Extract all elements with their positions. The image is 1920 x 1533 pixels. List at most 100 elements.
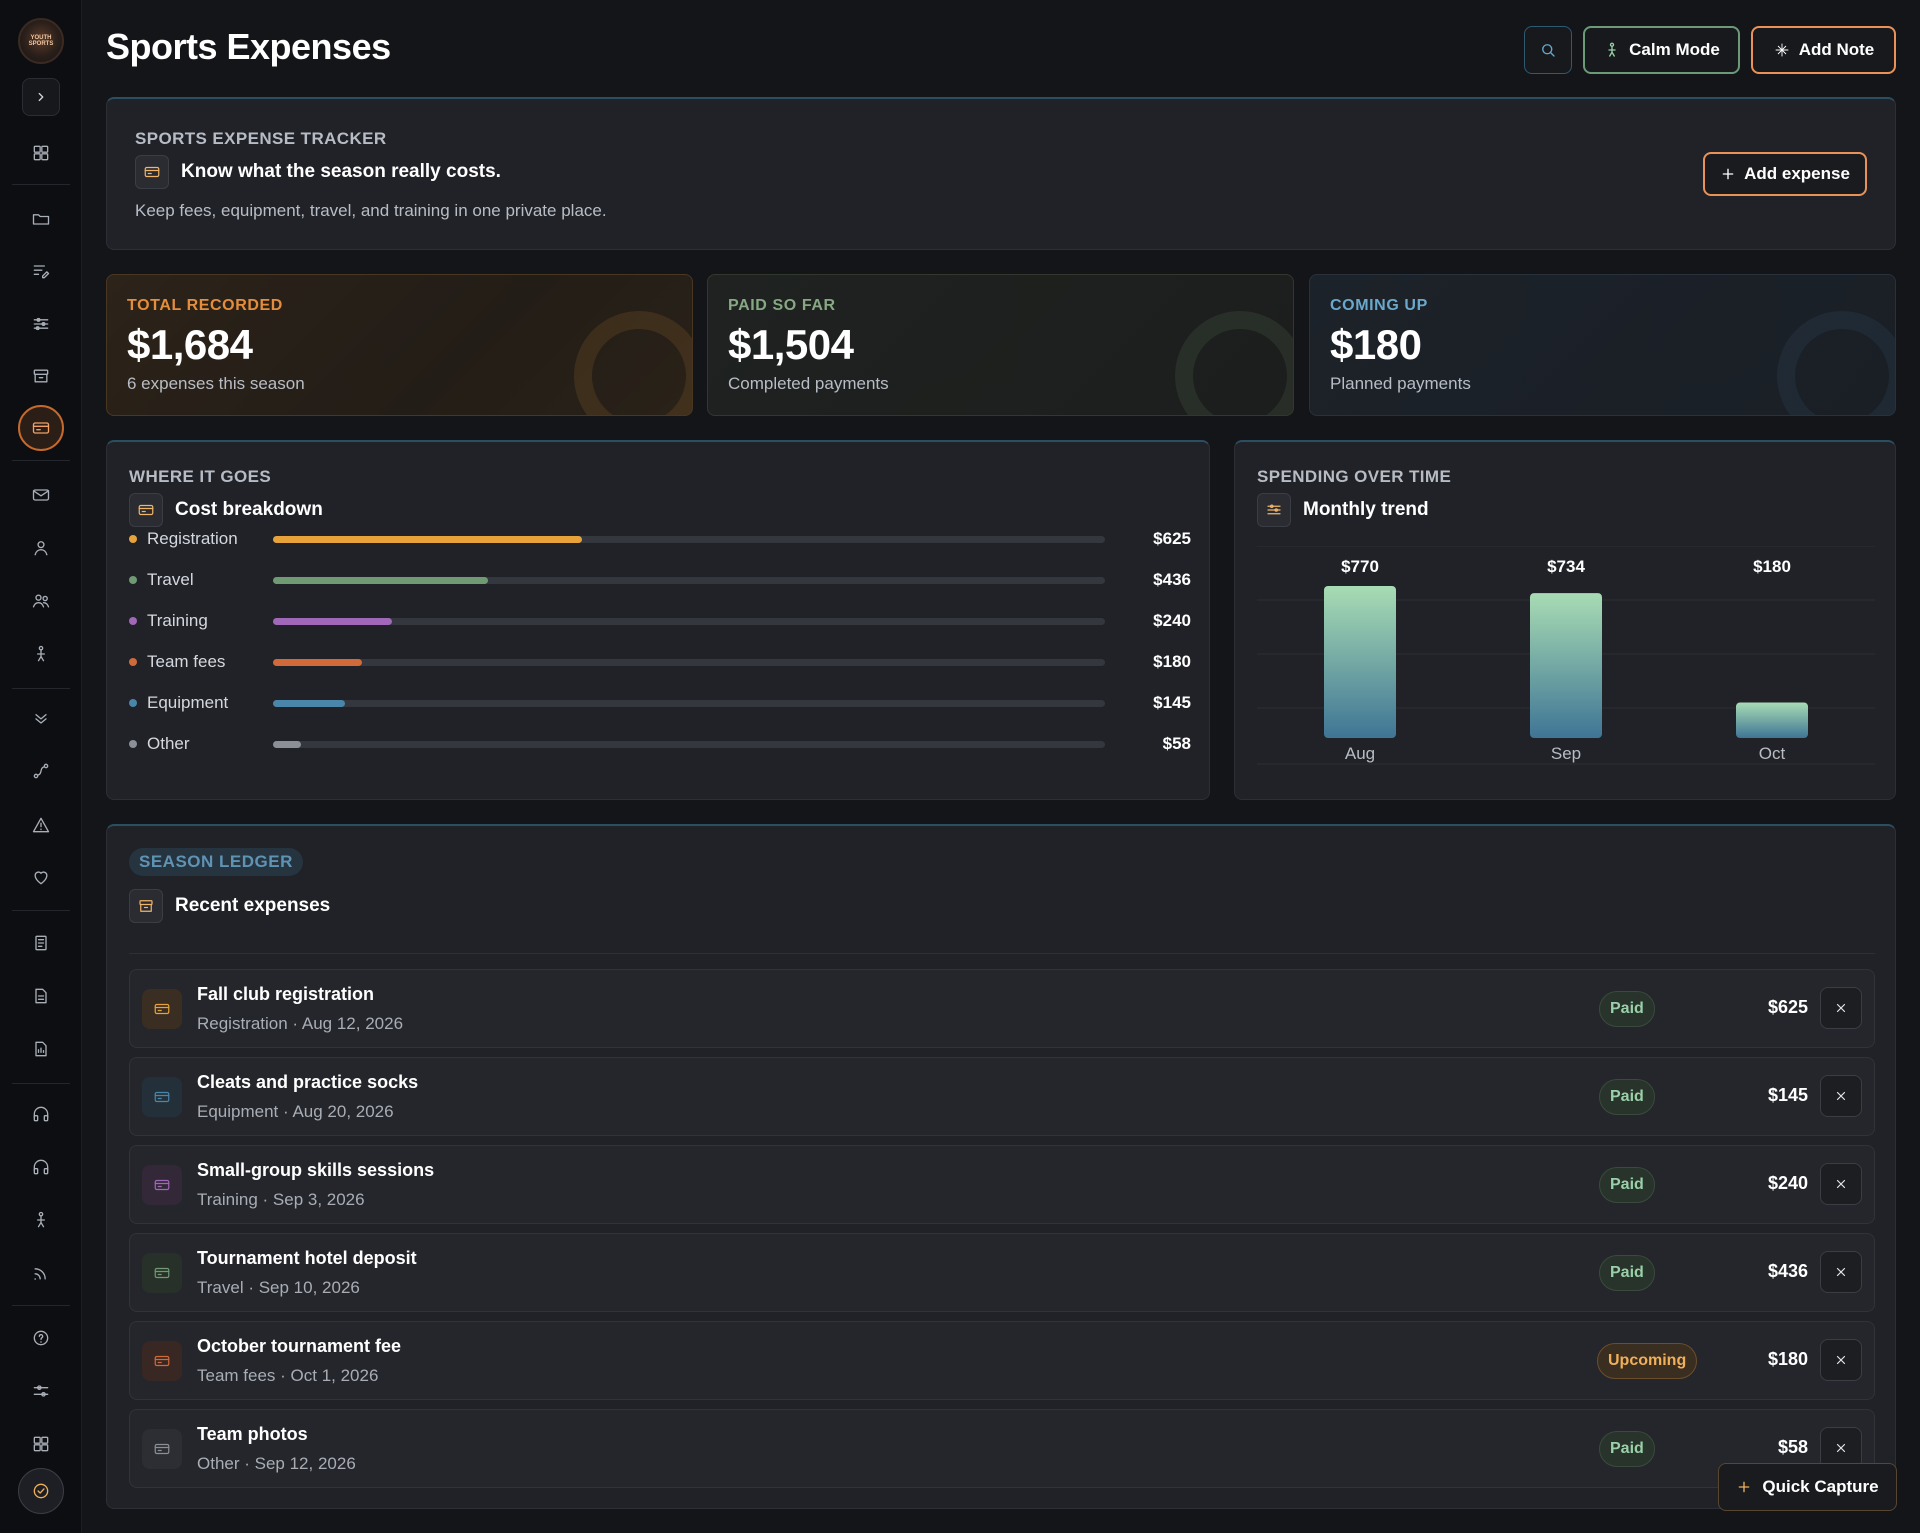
- sidebar-item-filters[interactable]: [23, 306, 59, 342]
- expense-row[interactable]: Fall club registration Registration · Aug…: [129, 969, 1875, 1048]
- credit-card-icon: [142, 1165, 182, 1205]
- delete-expense-button[interactable]: [1820, 1163, 1862, 1205]
- page-title: Sports Expenses: [106, 26, 391, 67]
- document-icon: [35, 935, 47, 951]
- tracker-heading: Know what the season really costs.: [135, 155, 501, 189]
- expense-amount: $625: [1767, 997, 1808, 1017]
- cost-breakdown-panel: Where it goes Cost breakdown Registratio…: [106, 440, 1210, 800]
- trend-title: Monthly trend: [1303, 499, 1429, 520]
- sidebar-item-audio[interactable]: [23, 1096, 59, 1132]
- expense-amount: $180: [1767, 1349, 1808, 1369]
- expense-row[interactable]: October tournament fee Team fees · Oct 1,…: [129, 1321, 1875, 1400]
- expense-row[interactable]: Cleats and practice socks Equipment · Aug…: [129, 1057, 1875, 1136]
- category-name: Equipment: [147, 693, 229, 712]
- sidebar-item-team[interactable]: [23, 583, 59, 619]
- expense-amount: $436: [1767, 1261, 1808, 1281]
- quick-capture-label: Quick Capture: [1762, 1477, 1879, 1496]
- sidebar-item-feeds[interactable]: [23, 1255, 59, 1291]
- category-name: Team fees: [147, 652, 226, 671]
- sidebar-item-profile[interactable]: [23, 530, 59, 566]
- sidebar-item-reports[interactable]: [23, 1031, 59, 1067]
- stat-label: Paid so far: [728, 297, 836, 314]
- sidebar-item-docs[interactable]: [23, 925, 59, 961]
- sidebar-item-alerts[interactable]: [23, 807, 59, 843]
- person-walk-icon: [1608, 42, 1616, 57]
- credit-card-icon: [129, 493, 163, 527]
- delete-expense-button[interactable]: [1820, 1251, 1862, 1293]
- users-icon: [32, 594, 50, 608]
- heart-icon: [34, 871, 48, 885]
- add-note-button[interactable]: Add Note: [1751, 26, 1896, 74]
- category-bar-track: [273, 576, 1105, 584]
- plus-icon: [1722, 168, 1734, 180]
- ledger-divider: [129, 953, 1875, 954]
- expense-title: October tournament fee: [197, 1336, 402, 1356]
- sidebar-expand-button[interactable]: [22, 78, 60, 116]
- sidebar-item-dashboard[interactable]: [23, 135, 59, 171]
- calm-mode-button[interactable]: Calm Mode: [1583, 26, 1740, 74]
- sidebar-item-podcasts[interactable]: [23, 1149, 59, 1185]
- tracker-panel: Sports Expense Tracker Know what the sea…: [106, 97, 1896, 250]
- delete-expense-button[interactable]: [1820, 1339, 1862, 1381]
- decorative-ring: [1777, 311, 1895, 415]
- category-bar-fill: [273, 699, 345, 707]
- sidebar-item-mail[interactable]: [23, 477, 59, 513]
- breakdown-eyebrow: Where it goes: [129, 467, 272, 486]
- status-badge: Paid: [1599, 991, 1655, 1027]
- category-bar-fill: [273, 658, 363, 666]
- sidebar-item-archive[interactable]: [23, 358, 59, 394]
- delete-expense-button[interactable]: [1820, 1427, 1862, 1469]
- delete-expense-button[interactable]: [1820, 1075, 1862, 1117]
- rss-icon: [34, 1268, 46, 1280]
- sidebar-item-routes[interactable]: [23, 753, 59, 789]
- grid-icon: [33, 1436, 49, 1452]
- search-icon: [1542, 44, 1555, 57]
- sidebar-item-collapse[interactable]: [23, 700, 59, 736]
- expense-row[interactable]: Team photos Other · Sep 12, 2026 Paid $58: [129, 1409, 1875, 1488]
- expense-amount: $145: [1767, 1085, 1808, 1105]
- folder-icon: [32, 214, 50, 225]
- sidebar-item-activity[interactable]: [23, 636, 59, 672]
- category-bar-track: [273, 699, 1105, 707]
- stat-value: $180: [1330, 321, 1422, 368]
- sliders-icon: [1257, 493, 1291, 527]
- expense-meta: Other · Sep 12, 2026: [197, 1454, 356, 1473]
- search-button[interactable]: [1524, 26, 1572, 74]
- status-badge: Paid: [1599, 1255, 1655, 1291]
- sidebar-item-favorites[interactable]: [23, 859, 59, 895]
- sidebar-item-settings[interactable]: [23, 1373, 59, 1409]
- delete-expense-button[interactable]: [1820, 987, 1862, 1029]
- sidebar-item-coach[interactable]: [23, 1202, 59, 1238]
- decorative-ring: [1175, 311, 1293, 415]
- expense-row[interactable]: Small-group skills sessions Training · Se…: [129, 1145, 1875, 1224]
- quick-capture-button[interactable]: Quick Capture: [1718, 1463, 1897, 1511]
- sidebar-item-apps[interactable]: [23, 1426, 59, 1462]
- expense-title: Tournament hotel deposit: [197, 1248, 417, 1268]
- sidebar-item-badge[interactable]: [18, 1468, 64, 1514]
- expense-meta: Travel · Sep 10, 2026: [197, 1278, 360, 1297]
- category-amount: $58: [1162, 734, 1191, 753]
- breakdown-row: Registration $625: [129, 528, 1191, 550]
- sidebar-item-help[interactable]: [23, 1320, 59, 1356]
- sidebar-item-expenses[interactable]: [18, 405, 64, 451]
- mail-icon: [32, 489, 50, 501]
- category-bar-track: [273, 740, 1105, 748]
- credit-card-icon: [142, 989, 182, 1029]
- expense-meta: Training · Sep 3, 2026: [197, 1190, 365, 1209]
- credit-card-icon: [142, 1077, 182, 1117]
- sidebar-item-files[interactable]: [23, 978, 59, 1014]
- breakdown-row: Team fees $180: [129, 651, 1191, 673]
- category-dot: [129, 740, 137, 748]
- breakdown-row: Equipment $145: [129, 692, 1191, 714]
- trend-bar-aug: [1324, 586, 1396, 738]
- expense-row[interactable]: Tournament hotel deposit Travel · Sep 10,…: [129, 1233, 1875, 1312]
- app-logo[interactable]: YOUTH SPORTS: [18, 18, 64, 64]
- category-bar-track: [273, 658, 1105, 666]
- sidebar-item-notes[interactable]: [23, 253, 59, 289]
- expense-title: Team photos: [197, 1424, 308, 1444]
- add-expense-button[interactable]: Add expense: [1703, 152, 1867, 196]
- sidebar-item-folders[interactable]: [23, 201, 59, 237]
- sparkle-icon: [1775, 43, 1789, 57]
- sliders-icon: [33, 317, 49, 331]
- breakdown-heading: Cost breakdown: [129, 493, 323, 527]
